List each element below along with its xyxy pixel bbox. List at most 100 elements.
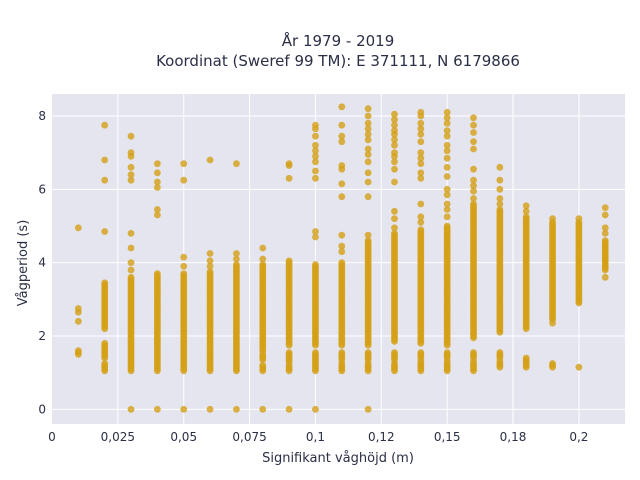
data-point	[74, 317, 82, 325]
data-point	[443, 206, 451, 213]
data-point	[338, 180, 346, 188]
data-point	[101, 228, 109, 235]
data-point	[312, 167, 319, 175]
data-point	[153, 160, 161, 168]
data-point	[338, 231, 346, 239]
data-point	[312, 349, 319, 356]
data-point	[391, 349, 398, 356]
data-point	[549, 360, 556, 367]
data-point	[338, 193, 346, 201]
data-point	[127, 132, 135, 140]
data-point	[364, 169, 372, 177]
data-point	[443, 114, 451, 122]
data-point	[443, 119, 451, 127]
data-point	[391, 149, 398, 157]
data-point	[417, 149, 425, 157]
data-point	[496, 206, 504, 213]
data-point	[364, 105, 372, 113]
data-point	[364, 130, 372, 138]
data-point	[312, 405, 319, 413]
data-point	[391, 158, 398, 166]
data-point	[391, 178, 398, 186]
data-point	[259, 361, 267, 369]
x-tick-label: 0,12	[368, 430, 395, 444]
data-point	[153, 169, 161, 177]
data-point	[153, 206, 161, 213]
data-point	[522, 202, 530, 210]
data-point	[312, 233, 319, 241]
data-point	[470, 176, 477, 184]
data-point	[443, 200, 451, 208]
data-point	[180, 253, 188, 261]
data-point	[391, 136, 398, 144]
data-point	[417, 130, 425, 138]
data-point	[338, 259, 346, 267]
x-tick-label: 0	[48, 430, 56, 444]
data-point	[153, 270, 161, 278]
data-point	[338, 242, 346, 250]
data-point	[285, 160, 293, 168]
data-point	[74, 347, 82, 355]
data-point	[153, 405, 161, 413]
data-point	[180, 160, 188, 168]
data-point	[601, 224, 609, 232]
data-point	[127, 163, 135, 171]
data-point	[470, 138, 477, 146]
x-tick-label: 0,1	[306, 430, 325, 444]
data-point	[101, 176, 109, 184]
data-point	[285, 405, 293, 413]
data-point	[127, 176, 135, 184]
data-point	[470, 165, 477, 173]
data-point	[496, 200, 504, 208]
data-point	[206, 250, 214, 257]
data-point	[364, 125, 372, 133]
data-point	[312, 132, 319, 140]
data-point	[101, 360, 109, 367]
data-point	[575, 215, 583, 223]
data-point	[180, 405, 188, 413]
data-point	[601, 229, 609, 237]
data-point	[233, 250, 240, 257]
data-point	[338, 138, 346, 146]
data-point	[312, 141, 319, 149]
data-point	[206, 262, 214, 270]
data-point	[391, 207, 398, 215]
data-point	[443, 191, 451, 199]
data-point	[206, 268, 214, 276]
data-point	[470, 200, 477, 208]
data-point	[391, 165, 398, 173]
data-point	[417, 169, 425, 177]
x-tick-label: 0,15	[434, 430, 461, 444]
data-point	[443, 147, 451, 155]
data-point	[391, 110, 398, 118]
x-tick-label: 0,05	[170, 430, 197, 444]
data-point	[364, 178, 372, 186]
data-point	[206, 257, 214, 265]
data-point	[233, 160, 240, 168]
data-point	[417, 125, 425, 133]
data-point	[417, 119, 425, 127]
data-point	[443, 132, 451, 140]
data-point	[601, 211, 609, 219]
data-point	[364, 158, 372, 166]
data-point	[338, 103, 346, 111]
data-point	[522, 213, 530, 221]
data-point	[496, 163, 504, 171]
data-point	[470, 129, 477, 136]
data-point	[180, 270, 188, 278]
data-point	[470, 114, 477, 122]
data-point	[312, 158, 319, 166]
data-point	[364, 231, 372, 239]
data-point	[364, 112, 372, 120]
data-point	[549, 319, 556, 327]
data-point	[153, 178, 161, 186]
data-point	[180, 176, 188, 184]
data-point	[312, 261, 319, 268]
data-point	[391, 121, 398, 129]
data-point	[443, 154, 451, 162]
data-point	[364, 349, 372, 356]
data-point	[522, 207, 530, 215]
tick-labels: 0 0,025 0,05 0,075 0,1 0,12 0,15 0,18 0,2 0 2 4 6 8	[38, 109, 588, 444]
data-point	[470, 349, 477, 356]
